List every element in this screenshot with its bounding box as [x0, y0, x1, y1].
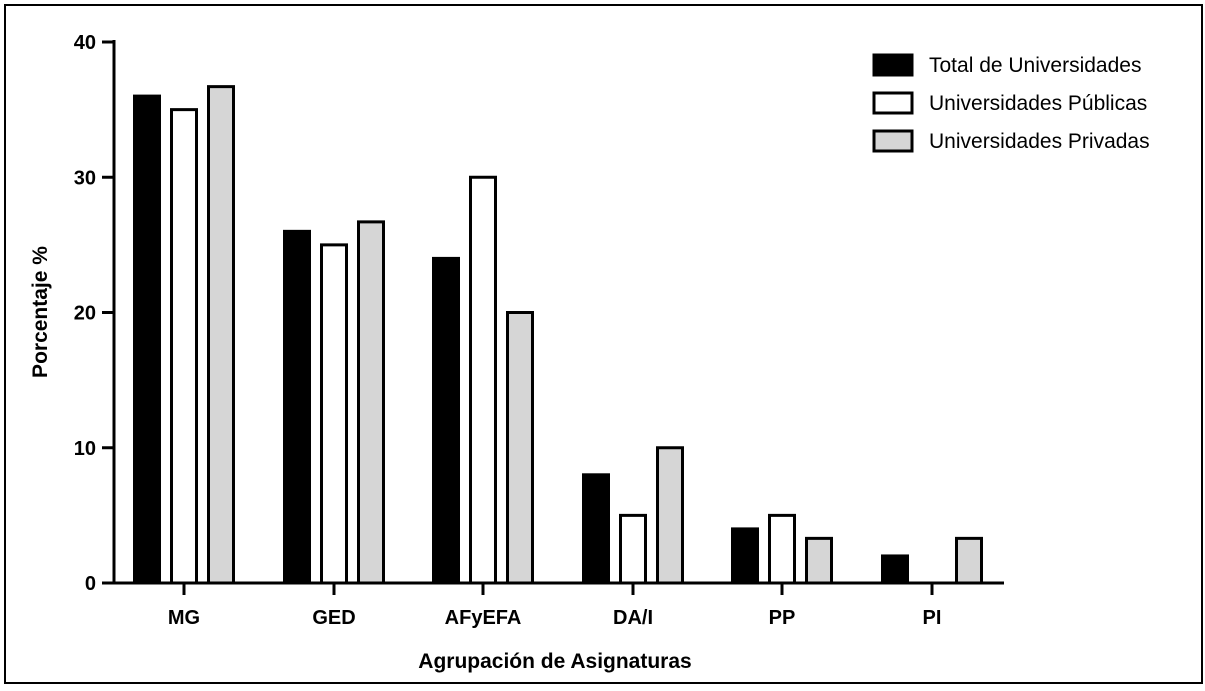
bar: [432, 256, 460, 585]
y-tick-label: 0: [85, 573, 96, 595]
legend: Total de Universidades Universidades Públ…: [872, 53, 1150, 153]
legend-label: Total de Universidades: [929, 54, 1141, 77]
bar: [881, 554, 909, 585]
x-axis-title: Agrupación de Asignaturas: [418, 650, 691, 673]
bar: [170, 108, 198, 585]
legend-label: Universidades Públicas: [929, 92, 1147, 115]
x-category-label: PP: [769, 607, 796, 629]
bar: [731, 527, 759, 585]
bar: [805, 536, 833, 585]
bar-chart: Agrupación de Asignaturas Porcentaje % 0…: [29, 32, 1150, 673]
x-category-label: DA/I: [613, 607, 653, 629]
bar: [320, 243, 348, 585]
bar: [469, 175, 497, 585]
y-axis-title: Porcentaje %: [29, 246, 52, 378]
x-category-label: PI: [923, 607, 942, 629]
legend-swatch: [872, 91, 914, 115]
bar: [582, 473, 610, 585]
bar: [357, 220, 385, 585]
legend-label: Universidades Privadas: [929, 130, 1150, 153]
x-axis-categories: MG GED AFyEFA DA/I PP PI: [168, 583, 942, 629]
bar: [768, 513, 796, 585]
bar: [506, 311, 534, 585]
legend-swatch: [872, 129, 914, 153]
x-category-label: MG: [168, 607, 200, 629]
y-tick-label: 20: [74, 303, 96, 325]
y-tick-label: 40: [74, 32, 96, 54]
x-category-label: AFyEFA: [445, 607, 522, 629]
chart-frame: Agrupación de Asignaturas Porcentaje % 0…: [4, 4, 1203, 684]
y-axis-ticks: 0 10 20 30 40: [74, 32, 114, 595]
bar: [656, 446, 684, 585]
bar: [955, 536, 983, 585]
legend-swatch: [872, 53, 914, 77]
bar: [283, 229, 311, 585]
x-category-label: GED: [312, 607, 355, 629]
bar: [133, 94, 161, 585]
y-tick-label: 30: [74, 167, 96, 189]
bar: [207, 85, 235, 585]
y-tick-label: 10: [74, 438, 96, 460]
bars-group: [133, 85, 983, 585]
bar: [619, 513, 647, 585]
